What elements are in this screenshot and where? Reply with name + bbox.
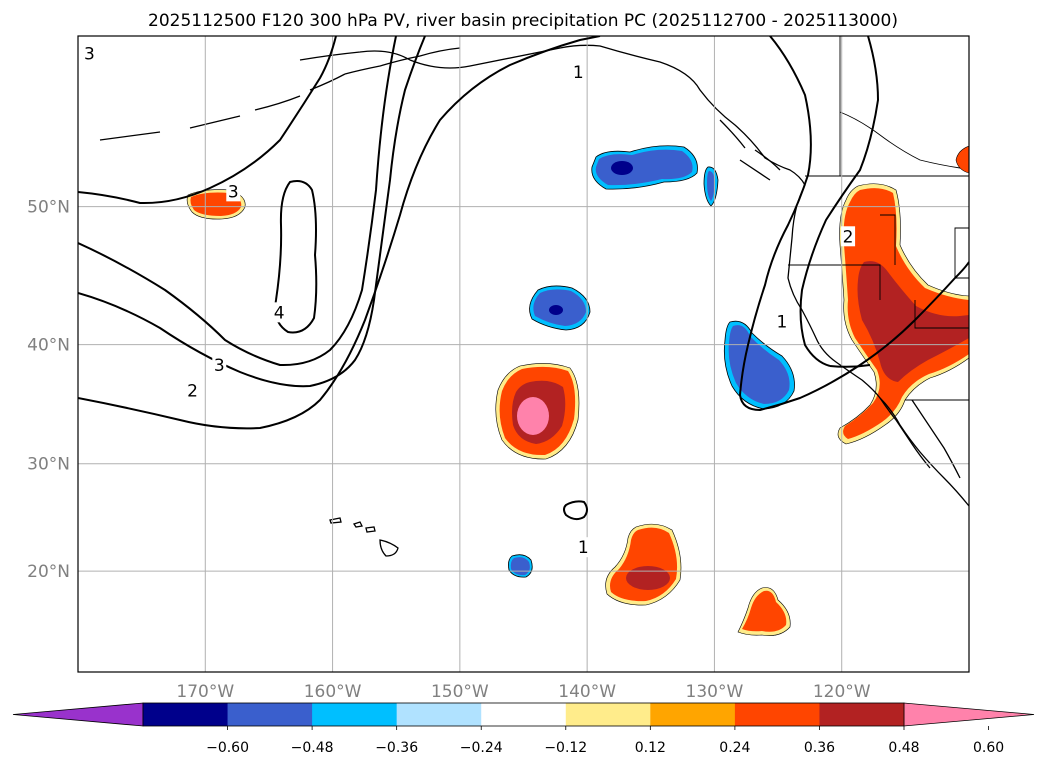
pv-contour-label: 1 bbox=[573, 63, 584, 83]
latitude-label: 50°N bbox=[27, 198, 70, 218]
pv-contour-4 bbox=[274, 180, 318, 334]
pv-contour-label: 3 bbox=[214, 356, 225, 376]
baja-california-coast bbox=[879, 397, 961, 479]
longitude-label: 140°W bbox=[558, 682, 616, 702]
pv-contour-label: 1 bbox=[578, 538, 589, 558]
colorbar-lower-extension bbox=[12, 702, 144, 727]
alaska-peninsula bbox=[344, 47, 461, 75]
longitude-label: 150°W bbox=[431, 682, 489, 702]
pv-contour-label: 4 bbox=[274, 303, 285, 323]
pv-contour-label: 3 bbox=[84, 44, 95, 64]
colorbar-tick-label: 0.12 bbox=[635, 740, 666, 756]
colorbar-tick-label: −0.24 bbox=[460, 740, 503, 756]
figure-title: 2025112500 F120 300 hPa PV, river basin … bbox=[148, 11, 898, 31]
colorbar-segment bbox=[565, 703, 651, 726]
central-pacific-negative-region bbox=[529, 285, 591, 331]
pv-contour-label: 3 bbox=[228, 182, 239, 202]
colorbar-tick-label: −0.12 bbox=[544, 740, 587, 756]
colorbar: −0.60 −0.48 −0.36 −0.24 −0.12 0.12 0.24 0.36 0.4… bbox=[12, 702, 1035, 756]
colorbar-tick-label: 0.24 bbox=[719, 740, 750, 756]
pv-contour-1-east-inner bbox=[799, 36, 880, 367]
pv-contour-1-main bbox=[78, 36, 601, 430]
colorbar-segment bbox=[396, 703, 482, 726]
pv-label-background bbox=[82, 43, 97, 64]
colorbar-segment bbox=[819, 703, 905, 726]
colorbar-tick-label: 0.36 bbox=[804, 740, 835, 756]
hawaii-east-negative-region bbox=[508, 554, 533, 578]
gulf-alaska-negative-region bbox=[591, 145, 698, 190]
pv-label-background bbox=[571, 61, 586, 82]
latitude-label: 30°N bbox=[27, 455, 70, 475]
aleutian-islands bbox=[99, 73, 346, 141]
central-pacific-positive-region bbox=[495, 363, 580, 460]
nw-corner-positive-region bbox=[955, 145, 969, 174]
precipitation-shading bbox=[186, 145, 969, 636]
colorbar-segment bbox=[312, 703, 398, 726]
pv-contour-label: 1 bbox=[776, 313, 787, 333]
political-borders bbox=[788, 36, 969, 401]
hawaiian-islands bbox=[329, 517, 399, 557]
longitude-label: 120°W bbox=[813, 682, 871, 702]
colorbar-tick-label: −0.60 bbox=[206, 740, 249, 756]
longitude-label: 130°W bbox=[686, 682, 744, 702]
map-frame bbox=[77, 35, 970, 673]
pv-contour-label: 2 bbox=[843, 227, 854, 247]
longitude-label: 160°W bbox=[304, 682, 362, 702]
latitude-label: 40°N bbox=[27, 336, 70, 356]
pv-label-background bbox=[774, 311, 789, 332]
pv-contour-2 bbox=[78, 36, 426, 388]
latitude-label: 20°N bbox=[27, 562, 70, 582]
longitude-labels: 170°W 160°W 150°W 140°W 130°W 120°W bbox=[176, 682, 870, 702]
colorbar-tick-label: −0.48 bbox=[291, 740, 334, 756]
colorbar-segment bbox=[227, 703, 313, 726]
pv-label-background bbox=[212, 354, 227, 375]
colorbar-segment bbox=[650, 703, 736, 726]
colorbar-tick-label: −0.36 bbox=[375, 740, 418, 756]
latitude-labels: 20°N 30°N 40°N 50°N bbox=[27, 198, 70, 583]
pv-contours bbox=[78, 36, 969, 521]
pv-contour-label: 2 bbox=[187, 381, 198, 401]
colorbar-segment bbox=[481, 703, 567, 726]
pv-contour-1-east bbox=[738, 36, 969, 412]
longitude-label: 170°W bbox=[176, 682, 234, 702]
pv-label-background bbox=[272, 302, 287, 323]
bc-islands bbox=[719, 119, 781, 181]
pv-contour-3 bbox=[78, 36, 397, 367]
colorbar-segment bbox=[734, 703, 820, 726]
pv-label-background bbox=[226, 181, 241, 202]
colorbar-tick-label: 0.60 bbox=[973, 740, 1004, 756]
pv-contour-1-small bbox=[563, 500, 588, 521]
pv-contour-2-east bbox=[829, 364, 871, 368]
pv-label-background bbox=[185, 380, 200, 401]
colorbar-upper-extension bbox=[903, 702, 1035, 727]
pv-label-background bbox=[576, 537, 591, 558]
colorbar-tick-label: 0.48 bbox=[888, 740, 919, 756]
subtropical-positive-region bbox=[605, 523, 682, 606]
colorbar-segment bbox=[143, 703, 229, 726]
map-gridlines bbox=[78, 36, 969, 672]
colorbar-frame bbox=[142, 702, 905, 727]
far-south-positive-region bbox=[737, 587, 791, 636]
pv-contour-3-west bbox=[78, 36, 337, 205]
pv-label-background bbox=[841, 226, 856, 247]
